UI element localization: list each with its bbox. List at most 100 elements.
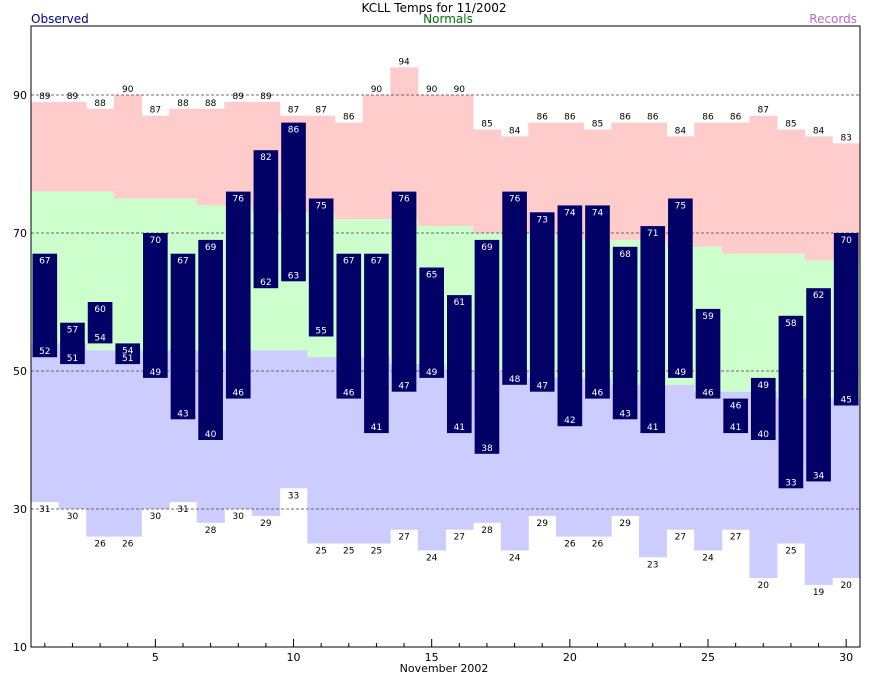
observed-high-label-2: 57: [67, 326, 78, 336]
record-high-band-22: [611, 122, 640, 240]
record-low-label-9: 29: [260, 519, 272, 529]
observed-low-label-20: 42: [564, 416, 575, 426]
record-low-label-12: 25: [343, 547, 354, 557]
record-high-label-12: 86: [343, 113, 355, 123]
y-tick-label-10: 10: [13, 641, 27, 654]
observed-low-label-1: 52: [39, 347, 50, 357]
observed-high-label-3: 60: [94, 305, 106, 315]
observed-low-label-9: 62: [260, 278, 271, 288]
record-low-band-15: [417, 364, 446, 551]
record-high-label-29: 84: [813, 126, 825, 136]
record-low-label-19: 29: [536, 519, 548, 529]
record-high-label-9: 89: [260, 92, 272, 102]
observed-low-label-19: 47: [536, 382, 547, 392]
record-high-label-24: 84: [675, 126, 687, 136]
observed-bar-6: [170, 253, 196, 420]
observed-low-label-13: 41: [371, 423, 382, 433]
record-low-label-24: 27: [675, 533, 686, 543]
observed-low-label-28: 33: [785, 478, 796, 488]
record-low-label-28: 25: [785, 547, 796, 557]
record-low-label-15: 24: [426, 553, 438, 563]
observed-bars: 6752575160545451704967436940764682628663…: [32, 122, 859, 489]
record-low-label-29: 19: [813, 588, 825, 598]
record-high-label-30: 83: [840, 133, 851, 143]
normal-band-27: [749, 253, 778, 392]
observed-high-label-25: 59: [702, 312, 714, 322]
chart-title: KCLL Temps for 11/2002: [362, 1, 507, 15]
record-high-band-4: [113, 95, 142, 199]
record-high-label-5: 87: [150, 106, 161, 116]
record-high-label-3: 88: [94, 99, 106, 109]
observed-bar-19: [529, 212, 555, 392]
observed-bar-27: [750, 377, 776, 440]
record-low-band-25: [694, 391, 723, 551]
observed-bar-2: [60, 322, 85, 365]
observed-high-label-13: 67: [371, 257, 382, 267]
record-high-label-14: 94: [398, 57, 410, 67]
observed-low-label-21: 46: [592, 389, 604, 399]
record-high-band-12: [334, 122, 363, 220]
record-low-band-1: [31, 343, 60, 503]
record-high-band-29: [804, 136, 833, 261]
observed-low-label-25: 46: [702, 389, 714, 399]
observed-high-label-16: 61: [454, 298, 465, 308]
grid-lines: [31, 94, 860, 510]
record-low-band-11: [307, 357, 336, 544]
observed-bar-26: [723, 398, 748, 434]
observed-high-label-18: 76: [509, 195, 521, 205]
record-low-label-27: 20: [758, 581, 770, 591]
observed-high-label-24: 75: [675, 202, 686, 212]
observed-high-label-30: 70: [840, 236, 852, 246]
normal-band-26: [721, 253, 750, 392]
record-low-label-4: 26: [122, 540, 134, 550]
record-high-band-5: [141, 115, 170, 199]
record-high-label-28: 85: [785, 120, 796, 130]
observed-low-label-11: 55: [315, 327, 326, 337]
observed-high-label-26: 46: [730, 402, 742, 412]
record-labels: 89 31 89 30 88 26 90 26 87 30 88 31 88 28 89 30 89 29 87 33…: [39, 57, 852, 598]
record-low-label-25: 24: [702, 553, 714, 563]
observed-bar-8: [225, 191, 251, 399]
observed-high-label-12: 67: [343, 257, 354, 267]
record-low-label-26: 27: [730, 533, 741, 543]
observed-low-label-14: 47: [398, 382, 409, 392]
record-low-band-4: [113, 350, 142, 537]
record-low-label-21: 26: [592, 540, 604, 550]
record-low-label-8: 30: [233, 512, 245, 522]
observed-low-label-5: 49: [150, 368, 162, 378]
record-high-band-28: [777, 129, 806, 254]
observed-bar-15: [419, 267, 444, 378]
record-high-label-15: 90: [426, 85, 438, 95]
record-high-label-22: 86: [619, 113, 631, 123]
record-low-label-3: 26: [94, 540, 106, 550]
observed-low-label-2: 51: [67, 354, 78, 364]
record-low-label-13: 25: [371, 547, 382, 557]
observed-low-label-17: 38: [481, 444, 493, 454]
observed-low-label-3: 54: [94, 333, 106, 343]
record-low-label-7: 28: [205, 526, 217, 536]
record-high-band-23: [638, 122, 667, 240]
x-tick-label-15: 15: [425, 651, 439, 664]
record-low-label-16: 27: [454, 533, 465, 543]
observed-bar-13: [364, 253, 389, 434]
record-high-label-10: 87: [288, 106, 299, 116]
observed-bar-20: [557, 205, 583, 427]
record-high-label-17: 85: [481, 120, 492, 130]
observed-low-label-12: 46: [343, 389, 355, 399]
record-high-band-1: [31, 101, 60, 192]
legend-observed: Observed: [31, 12, 89, 26]
observed-bar-17: [474, 239, 500, 454]
observed-high-label-19: 73: [536, 215, 547, 225]
record-low-label-1: 31: [39, 505, 50, 515]
observed-high-label-29: 62: [813, 291, 824, 301]
record-low-band-10: [279, 350, 308, 489]
normal-band-4: [113, 198, 142, 351]
record-high-label-21: 85: [592, 120, 603, 130]
observed-bar-28: [778, 315, 804, 489]
record-low-band-18: [500, 371, 529, 551]
observed-high-label-1: 67: [39, 257, 50, 267]
observed-bar-11: [308, 198, 334, 337]
y-tick-label-50: 50: [13, 365, 27, 378]
observed-bar-9: [253, 150, 279, 289]
